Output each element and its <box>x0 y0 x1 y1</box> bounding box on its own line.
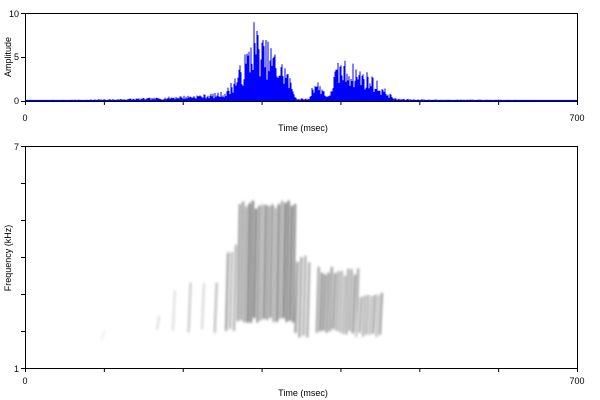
spectrogram-energy-stroke <box>279 200 283 320</box>
spectrogram-energy-stroke <box>240 201 244 321</box>
spectrogram-energy-stroke <box>259 204 264 321</box>
spectrogram-energy-stroke <box>325 272 330 333</box>
spectrogram-energy-stroke <box>187 282 192 333</box>
spectrogram-energy-stroke <box>368 295 373 335</box>
spectrogram-energy-stroke <box>379 292 383 335</box>
spectrogram-energy-stroke <box>172 289 176 331</box>
waveform-y-tick-label-0: 0 <box>14 96 19 106</box>
waveform-y-ticks <box>21 13 25 102</box>
spectrogram-energy-stroke <box>358 296 363 333</box>
spectrogram-energy-stroke <box>272 207 277 323</box>
waveform-panel: 0 700 0 5 10 Time (msec) Amplitude <box>3 9 585 133</box>
spectrogram-energy-stroke <box>355 296 360 338</box>
spectrogram-energy-stroke <box>306 262 311 338</box>
spectrogram-energy-stroke <box>302 255 307 336</box>
spectrogram-x-ticks <box>25 368 578 372</box>
spectrogram-y-axis-title: Frequency (kHz) <box>3 225 13 292</box>
spectrogram-energy-stroke <box>322 274 327 331</box>
spectrogram-energy-stroke <box>225 252 229 332</box>
spectrogram-energy-stroke <box>263 204 267 320</box>
spectrogram-energy-stroke <box>253 208 257 319</box>
spectrogram-energy-stroke <box>375 294 380 338</box>
spectrogram-x-tick-label-end: 700 <box>569 376 584 386</box>
spectrogram-energy-stroke <box>276 204 280 323</box>
spectrogram-energy-stroke <box>285 200 290 323</box>
spectrogram-energy-stroke <box>256 205 261 323</box>
spectrogram-energy-stroke <box>213 282 218 333</box>
waveform-envelope <box>25 22 577 101</box>
spectrogram-energy-stroke <box>294 261 299 334</box>
spectrogram-energy-stroke <box>229 251 233 330</box>
spectrogram-panel: 0 700 1 7 Time (msec) Frequency (kHz) <box>3 142 585 398</box>
spectrogram-y-tick-label-1: 1 <box>14 364 19 374</box>
spectrogram-energy-stroke <box>289 205 293 321</box>
spectrogram-energy-stroke <box>345 268 350 335</box>
spectrogram-energy-stroke <box>237 203 241 322</box>
waveform-x-tick-label-start: 0 <box>22 113 27 123</box>
spectrogram-energy-stroke <box>269 204 274 319</box>
waveform-x-tick-label-end: 700 <box>569 113 584 123</box>
spectrogram-energy-stroke <box>282 202 287 319</box>
spectrogram-energy-stroke <box>243 206 248 323</box>
spectrogram-energy-stroke <box>348 268 353 332</box>
spectrogram-energy-stroke <box>365 294 370 335</box>
waveform-y-tick-label-10: 10 <box>9 9 19 19</box>
spectrogram-energy-stroke <box>246 203 251 323</box>
spectrogram-energy-stroke <box>250 200 254 323</box>
waveform-series <box>25 22 577 101</box>
waveform-x-ticks <box>25 101 578 105</box>
spectrogram-energy-stroke <box>329 266 333 332</box>
waveform-x-axis-title: Time (msec) <box>278 123 328 133</box>
spectrogram-energy-stroke <box>335 270 340 332</box>
spectrogram-energy-stroke <box>362 295 366 337</box>
spectrogram-energy-stroke <box>352 274 356 334</box>
spectrogram-energy-stroke <box>292 203 296 323</box>
spectrogram-energy-stroke <box>338 270 343 333</box>
spectrogram-y-ticks <box>21 146 25 369</box>
waveform-y-axis-title: Amplitude <box>3 37 13 77</box>
spectrogram-energy-stroke <box>342 275 346 335</box>
spectrogram-x-tick-label-start: 0 <box>22 376 27 386</box>
spectrogram-energy-stroke <box>201 283 205 330</box>
spectrogram-energy-stroke <box>156 315 160 331</box>
spectrogram-energy-stroke <box>233 244 237 332</box>
spectrogram-energy-stroke <box>315 266 320 333</box>
spectrogram-energy-stroke <box>298 257 303 338</box>
waveform-plot-frame <box>25 13 578 102</box>
spectrogram-energy-stroke <box>372 294 376 334</box>
spectrogram-energy <box>101 200 383 341</box>
spectrogram-y-tick-label-7: 7 <box>14 142 19 152</box>
spectrogram-x-axis-title: Time (msec) <box>278 388 328 398</box>
spectrogram-energy-stroke <box>101 330 105 341</box>
waveform-y-tick-label-5: 5 <box>14 52 19 62</box>
spectrogram-energy-stroke <box>266 205 270 321</box>
spectrogram-energy-stroke <box>332 272 337 330</box>
spectrogram-energy-stroke <box>319 272 323 332</box>
spectrogram-plot-frame <box>25 146 578 369</box>
